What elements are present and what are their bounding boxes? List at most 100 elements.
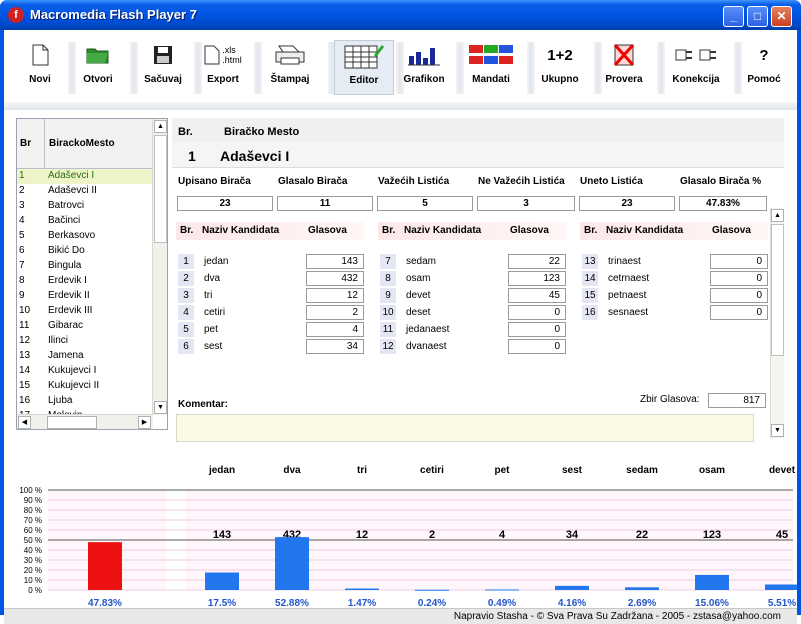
y-tick-label: 0 %: [28, 586, 42, 595]
candidate-name: tri: [204, 290, 213, 301]
form-scroll-up-arrow-icon[interactable]: ▲: [771, 209, 784, 222]
candidate-bar: [695, 574, 729, 590]
scroll-right-arrow-icon[interactable]: ▶: [138, 416, 151, 429]
list-item[interactable]: 12 Ilinci: [17, 334, 153, 349]
candidate-column-header: Br. Naziv Kandidata Glasova: [378, 222, 566, 240]
candidate-votes-field[interactable]: 45: [508, 288, 566, 303]
list-item[interactable]: 2 Adaševci II: [17, 184, 153, 199]
form-scroll-thumb[interactable]: [771, 224, 784, 356]
candidate-votes-field[interactable]: 2: [306, 305, 364, 320]
y-tick-label: 50 %: [24, 536, 42, 545]
candidate-number: 6: [178, 339, 194, 354]
list-item[interactable]: 15 Kukujevci II: [17, 379, 153, 394]
form-vertical-scrollbar[interactable]: ▲ ▼: [770, 208, 784, 438]
vote-count-label: 143: [213, 529, 231, 541]
candidate-votes-field[interactable]: 22: [508, 254, 566, 269]
maximize-button[interactable]: □: [747, 6, 768, 27]
scroll-up-arrow-icon[interactable]: ▲: [154, 120, 167, 133]
close-button[interactable]: ✕: [771, 6, 792, 27]
list-item[interactable]: 10 Erdevik III: [17, 304, 153, 319]
candidate-votes-field[interactable]: 0: [508, 305, 566, 320]
toolbar-button-mandati[interactable]: Mandati: [457, 40, 525, 95]
list-header-num: Br: [20, 138, 32, 149]
candidate-votes-field[interactable]: 143: [306, 254, 364, 269]
list-item-number: 2: [19, 185, 25, 196]
comment-field[interactable]: [176, 414, 754, 442]
toolbar-button-novi[interactable]: Novi: [14, 40, 66, 95]
check-cross-icon: [593, 40, 655, 70]
selected-station-name: Adaševci I: [220, 148, 290, 164]
list-item[interactable]: 11 Gibarac: [17, 319, 153, 334]
toolbar-button-otvori[interactable]: Otvori: [68, 40, 128, 95]
list-item[interactable]: 8 Erdevik I: [17, 274, 153, 289]
list-vertical-scrollbar[interactable]: ▲ ▼: [152, 119, 167, 415]
candidate-votes-field[interactable]: 0: [710, 288, 768, 303]
client-area: Novi Otvori Sačuvaj .xls .html Export Štampaj E…: [4, 30, 799, 624]
toolbar-button-pomo[interactable]: ? Pomoć: [734, 40, 794, 95]
toolbar: Novi Otvori Sačuvaj .xls .html Export Štampaj E…: [4, 30, 797, 100]
toolbar-button-sauvaj[interactable]: Sačuvaj: [134, 40, 192, 95]
open-folder-icon: [68, 40, 128, 70]
list-rows: 1 Adaševci I 2 Adaševci II 3 Batrovci 4 Bačinci…: [17, 169, 153, 424]
candidate-votes-field[interactable]: 12: [306, 288, 364, 303]
candidate-votes-field[interactable]: 0: [710, 271, 768, 286]
toolbar-button-editor[interactable]: Editor: [334, 40, 394, 95]
candidate-number: 3: [178, 288, 194, 303]
title-bar[interactable]: f Macromedia Flash Player 7 _ □ ✕: [0, 0, 801, 30]
candidate-votes-field[interactable]: 0: [508, 339, 566, 354]
category-label: tri: [357, 465, 367, 476]
candidate-votes-field[interactable]: 0: [710, 254, 768, 269]
candidate-votes-field[interactable]: 0: [710, 305, 768, 320]
form-scroll-down-arrow-icon[interactable]: ▼: [771, 424, 784, 437]
list-item-number: 5: [19, 230, 25, 241]
toolbar-button-konekcija[interactable]: Konekcija: [660, 40, 732, 95]
list-item[interactable]: 1 Adaševci I: [17, 169, 153, 184]
toolbar-divider: [4, 102, 797, 110]
list-horizontal-scrollbar[interactable]: ◀ ▶: [17, 414, 153, 429]
list-item[interactable]: 7 Bingula: [17, 259, 153, 274]
candidate-pct-label: 15.06%: [695, 598, 729, 608]
list-item[interactable]: 16 Ljuba: [17, 394, 153, 409]
minimize-button[interactable]: _: [723, 6, 744, 27]
scroll-h-thumb[interactable]: [47, 416, 97, 429]
y-tick-label: 100 %: [19, 486, 42, 495]
list-item-name: Kukujevci II: [48, 380, 100, 391]
scroll-down-arrow-icon[interactable]: ▼: [154, 401, 167, 414]
toolbar-button-grafikon[interactable]: Grafikon: [394, 40, 454, 95]
list-item-name: Bikić Do: [48, 245, 85, 256]
stat-label: Upisano Birača: [178, 176, 251, 187]
toolbar-button-tampaj[interactable]: Štampaj: [254, 40, 326, 95]
stat-value: 23: [579, 196, 675, 211]
list-item-name: Ilinci: [48, 335, 69, 346]
category-label: cetiri: [420, 465, 444, 476]
list-item[interactable]: 14 Kukujevci I: [17, 364, 153, 379]
help-icon-glyph: ?: [759, 46, 769, 64]
list-item[interactable]: 9 Erdevik II: [17, 289, 153, 304]
toolbar-button-provera[interactable]: Provera: [593, 40, 655, 95]
list-item-name: Batrovci: [48, 200, 85, 211]
vote-count-label: 22: [636, 529, 648, 541]
candidate-votes-field[interactable]: 34: [306, 339, 364, 354]
category-label: sest: [562, 465, 583, 476]
candidate-votes-field[interactable]: 4: [306, 322, 364, 337]
toolbar-button-export[interactable]: .xls .html Export: [194, 40, 252, 95]
candidate-votes-field[interactable]: 123: [508, 271, 566, 286]
toolbar-separator: [194, 42, 202, 94]
chart-svg: 0 %10 %20 %30 %40 %50 %60 %70 %80 %90 %1…: [19, 450, 799, 609]
scroll-left-arrow-icon[interactable]: ◀: [18, 416, 31, 429]
candidate-bar: [275, 537, 309, 590]
list-item[interactable]: 13 Jamena: [17, 349, 153, 364]
candidate-votes-field[interactable]: 0: [508, 322, 566, 337]
total-votes-label: Zbir Glasova:: [640, 394, 700, 405]
list-item[interactable]: 3 Batrovci: [17, 199, 153, 214]
floppy-disk-icon: [134, 40, 192, 70]
list-item[interactable]: 4 Bačinci: [17, 214, 153, 229]
candidate-votes-field[interactable]: 432: [306, 271, 364, 286]
list-item-name: Bingula: [48, 260, 82, 271]
list-item[interactable]: 6 Bikić Do: [17, 244, 153, 259]
toolbar-button-ukupno[interactable]: 1+2 Ukupno: [528, 40, 592, 95]
list-item[interactable]: 5 Berkasovo: [17, 229, 153, 244]
y-tick-label: 10 %: [24, 576, 42, 585]
scroll-thumb[interactable]: [154, 135, 167, 243]
